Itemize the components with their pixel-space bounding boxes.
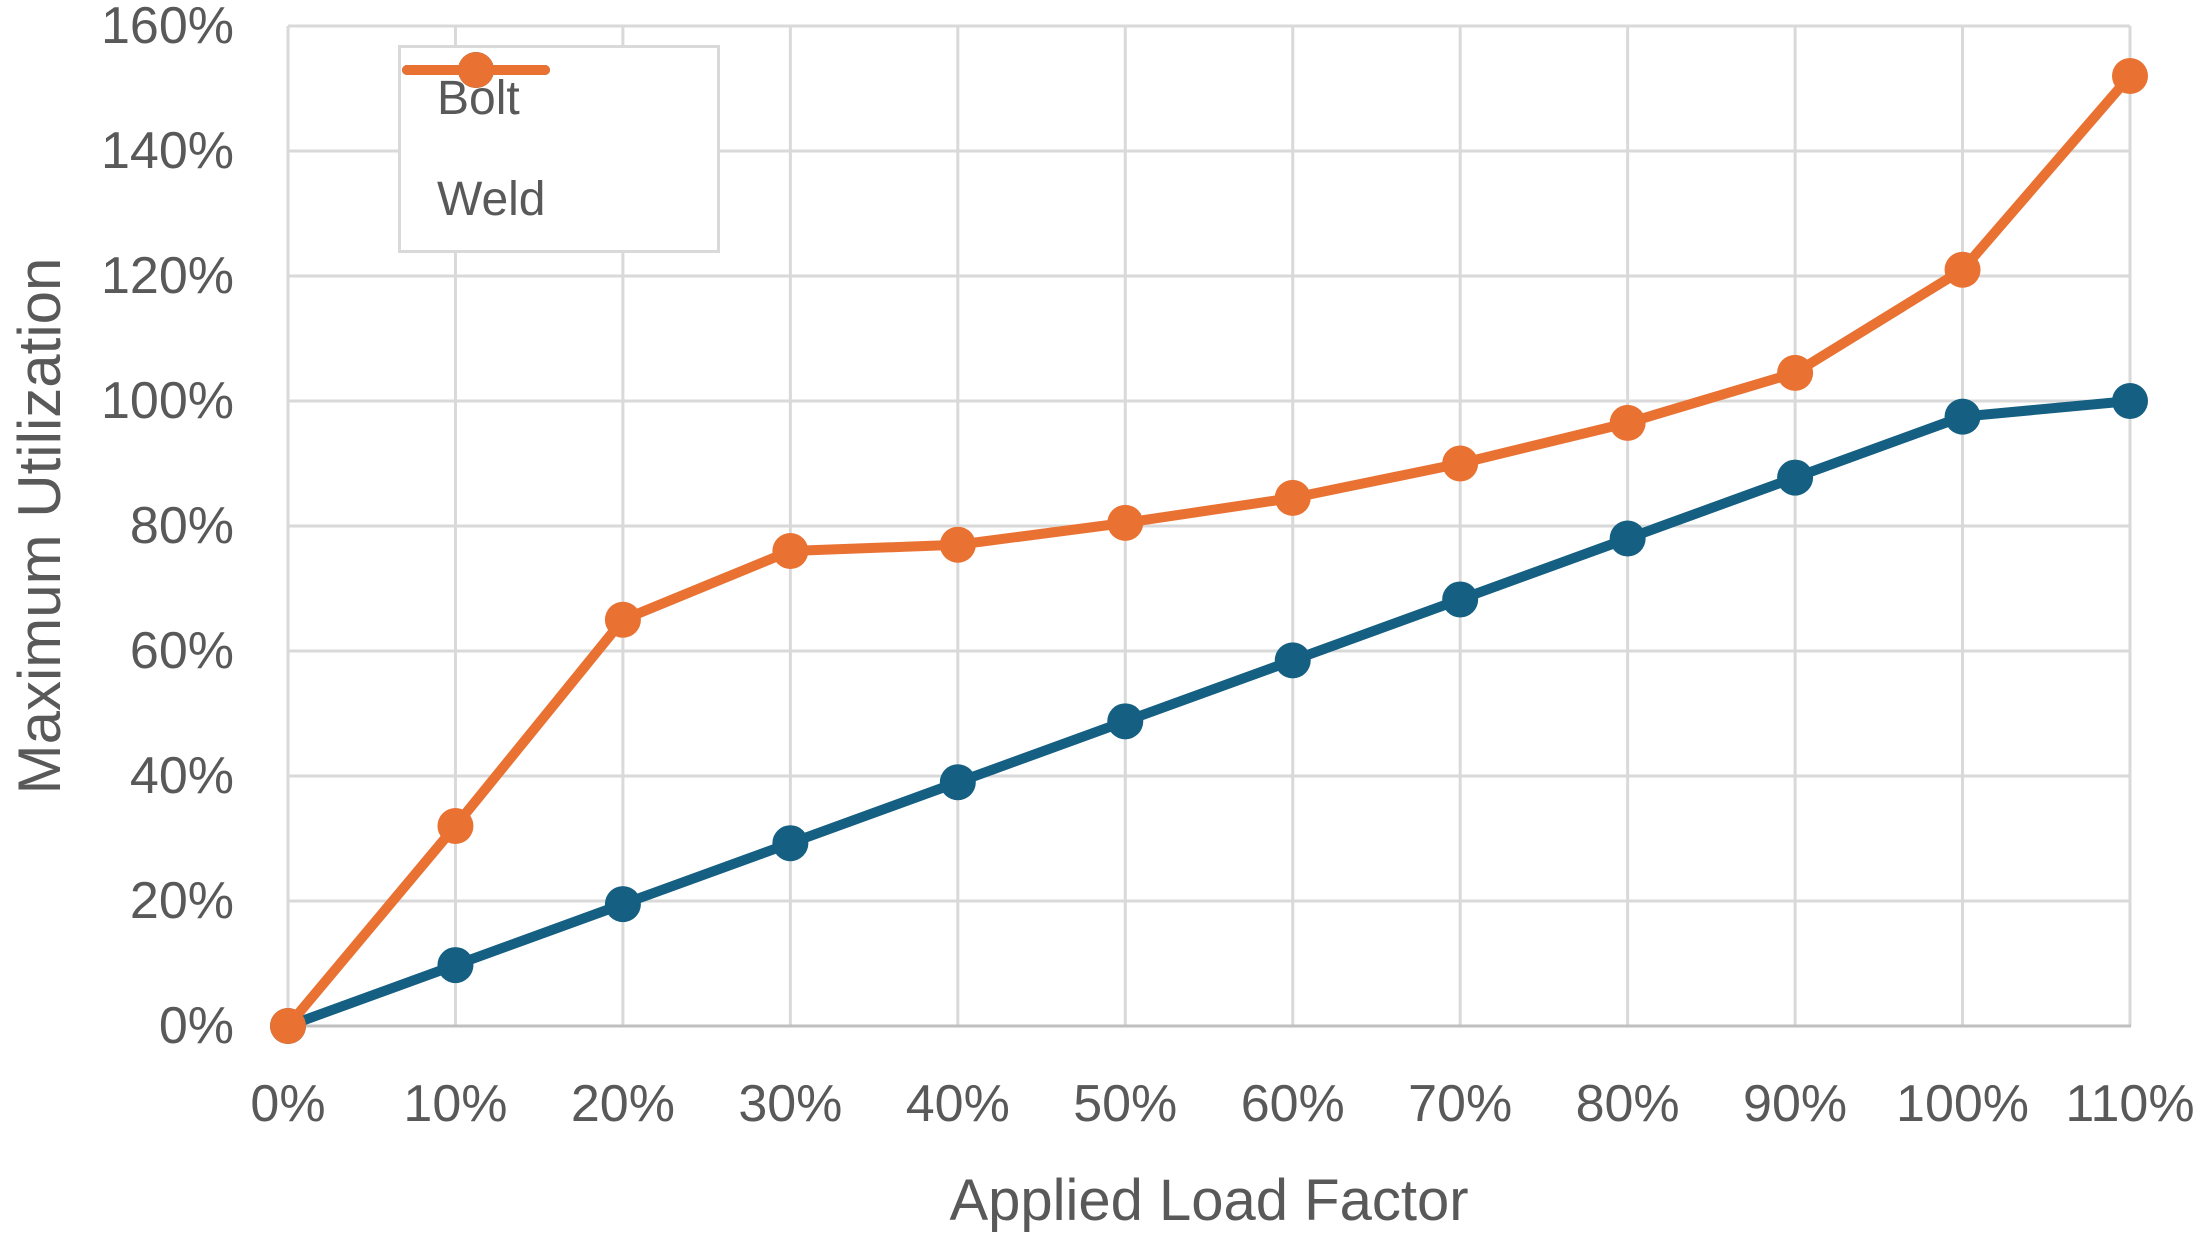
y-tick-label: 20% <box>130 872 234 930</box>
x-tick-label: 110% <box>2065 1075 2194 1133</box>
legend: Bolt Weld <box>398 45 720 253</box>
data-point-marker-bolt <box>939 764 976 801</box>
x-tick-label: 20% <box>571 1075 675 1133</box>
data-point-marker-bolt <box>1107 703 1144 740</box>
x-tick-label: 50% <box>1073 1075 1177 1133</box>
y-tick-label: 60% <box>130 622 234 680</box>
data-point-marker-weld <box>2112 58 2148 94</box>
series-line-weld <box>283 71 2135 1031</box>
data-point-marker-bolt <box>772 825 809 862</box>
y-tick-label: 100% <box>101 372 234 430</box>
x-tick-label: 0% <box>250 1075 325 1133</box>
data-point-marker-bolt <box>1609 520 1646 557</box>
y-tick-label: 40% <box>130 747 234 805</box>
series-line-bolt <box>283 396 2135 1031</box>
legend-item-weld: Weld <box>401 52 717 250</box>
x-tick-label: 40% <box>906 1075 1010 1133</box>
series-markers-weld <box>270 58 2148 1044</box>
weld-series-swatch-icon <box>402 52 550 88</box>
x-tick-label: 60% <box>1241 1075 1345 1133</box>
data-point-marker-weld <box>1777 354 1814 391</box>
x-axis-title: Applied Load Factor <box>949 1168 1469 1233</box>
x-tick-label: 80% <box>1576 1075 1680 1133</box>
x-tick-label: 70% <box>1408 1075 1512 1133</box>
data-point-marker-bolt <box>1944 398 1981 435</box>
y-tick-label: 0% <box>159 997 234 1055</box>
data-point-marker-bolt <box>2112 383 2148 419</box>
y-axis-title: Maximum Utilization <box>6 257 73 795</box>
data-point-marker-bolt <box>1777 459 1814 496</box>
data-point-marker-bolt <box>604 886 641 923</box>
legend-marker-sample-weld <box>458 52 494 88</box>
legend-label-weld: Weld <box>437 172 546 226</box>
x-tick-labels: 0% 10% 20% 30% 40% 50% 60% 70% 80% 90% 100% 110% <box>250 1075 2194 1133</box>
y-tick-label: 80% <box>130 497 234 555</box>
data-point-marker-weld <box>1442 445 1479 482</box>
data-point-marker-weld <box>604 601 641 638</box>
data-point-marker-bolt <box>1442 581 1479 618</box>
data-point-marker-weld <box>1944 251 1981 288</box>
x-tick-label: 30% <box>738 1075 842 1133</box>
data-point-marker-weld <box>1274 479 1311 516</box>
data-point-marker-weld <box>939 526 976 563</box>
y-tick-label: 140% <box>101 122 234 180</box>
data-point-marker-weld <box>437 808 474 844</box>
data-point-marker-weld <box>270 1008 306 1044</box>
y-tick-label: 120% <box>101 247 234 305</box>
data-point-marker-weld <box>1609 404 1646 441</box>
data-point-marker-weld <box>772 533 809 569</box>
x-tick-label: 90% <box>1743 1075 1847 1133</box>
y-tick-label: 160% <box>101 0 234 55</box>
data-point-marker-bolt <box>1274 642 1311 679</box>
data-point-marker-weld <box>1107 504 1144 541</box>
y-tick-labels: 0% 20% 40% 60% 80% 100% 120% 140% 160% <box>101 0 234 1055</box>
x-tick-label: 100% <box>1896 1075 2029 1133</box>
data-point-marker-bolt <box>437 947 474 984</box>
x-tick-label: 10% <box>403 1075 507 1133</box>
